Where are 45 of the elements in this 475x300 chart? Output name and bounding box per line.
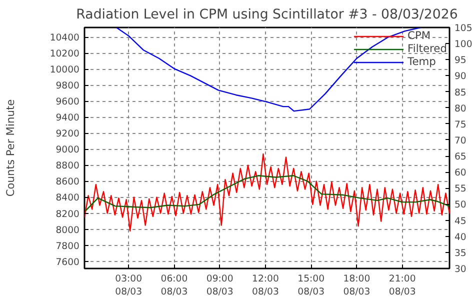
y2-tick-label: 80 — [454, 103, 466, 114]
line-series — [84, 153, 450, 232]
y2-tick-label: 95 — [454, 55, 466, 66]
y-tick-label: 10400 — [50, 32, 80, 44]
y2-tick-label: 100 — [454, 39, 472, 50]
y-tick-label: 8600 — [56, 176, 80, 188]
x-tick-label: 12:00 08/03 — [252, 274, 279, 298]
legend-label: CPM — [408, 29, 431, 42]
y2-tick-label: 105 — [454, 23, 472, 34]
x-tick-label: 15:00 08/03 — [298, 274, 325, 298]
y2-tick-label: 30 — [454, 264, 466, 275]
y-tick-label: 7800 — [56, 240, 80, 252]
legend-label: Temp — [408, 55, 436, 68]
y-tick-label: 8200 — [56, 208, 80, 220]
y2-tick-label: 50 — [454, 200, 466, 211]
x-tick-label: 09:00 08/03 — [206, 274, 234, 298]
x-tick-label: 21:00 08/03 — [388, 274, 416, 298]
x-tick-label: 18:00 08/03 — [343, 274, 370, 298]
legend-label: Filtered — [408, 42, 447, 55]
y-tick-label: 8400 — [56, 192, 80, 204]
y-tick-label: 7600 — [56, 256, 80, 268]
y-tick-label: 9400 — [56, 112, 80, 124]
y2-tick-label: 75 — [454, 119, 466, 130]
y2-tick-label: 65 — [454, 152, 466, 163]
y2-tick-label: 90 — [454, 71, 466, 82]
y2-tick-label: 70 — [454, 135, 466, 146]
y2-tick-label: 60 — [454, 168, 466, 179]
y2-tick-label: 35 — [454, 248, 466, 259]
y2-tick-label: 85 — [454, 87, 466, 98]
chart-title: Radiation Level in CPM using Scintillator #3 - 08/03/2026 — [76, 8, 458, 22]
y-tick-label: 9000 — [56, 144, 80, 156]
y2-tick-label: 45 — [454, 216, 466, 227]
y-tick-label: 9800 — [56, 80, 80, 92]
y-tick-label: 10000 — [50, 64, 80, 76]
y-axis-title: Counts Per Minute — [4, 99, 17, 197]
x-tick-label: 03:00 08/03 — [115, 274, 142, 298]
y-tick-label: 9200 — [56, 128, 80, 140]
x-tick-label: 06:00 08/03 — [160, 274, 188, 298]
y-tick-label: 8800 — [56, 160, 80, 172]
y2-tick-label: 40 — [454, 232, 466, 243]
y-tick-label: 9600 — [56, 96, 80, 108]
y2-tick-label: 55 — [454, 184, 466, 195]
line-series — [84, 175, 450, 212]
y-tick-label: 10200 — [50, 48, 80, 60]
y-tick-label: 8000 — [56, 224, 80, 236]
